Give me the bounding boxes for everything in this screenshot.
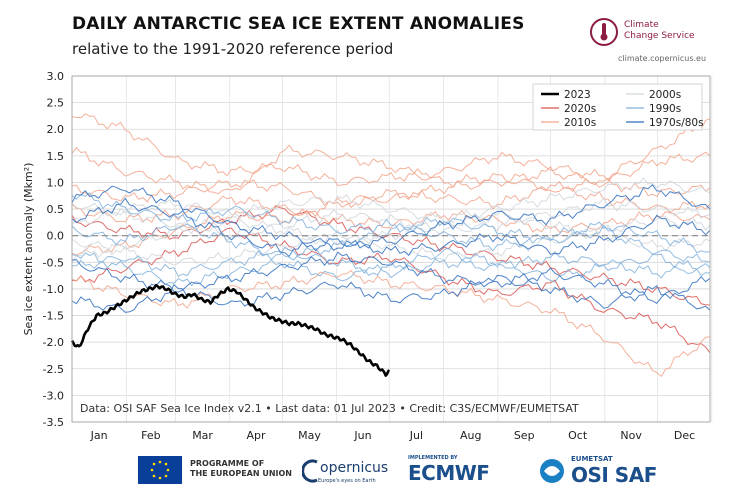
legend-label: 2020s — [564, 103, 596, 115]
x-tick-label: Feb — [141, 429, 160, 442]
legend-label: 2010s — [564, 117, 596, 129]
chart-title: DAILY ANTARCTIC SEA ICE EXTENT ANOMALIES — [72, 14, 525, 34]
osi-saf-logo: OSI SAF — [571, 463, 657, 487]
brand-name-line2: Change Service — [624, 31, 695, 41]
copernicus-name: opernicus — [320, 460, 389, 476]
series-line-1970s-80s — [71, 197, 711, 258]
decade-series-layer — [71, 113, 711, 378]
osi-saf-swirl-icon — [540, 459, 564, 483]
y-tick-label: 3.0 — [47, 70, 65, 83]
series-line-1970s-80s — [71, 274, 711, 313]
y-tick-label: -3.0 — [43, 389, 64, 402]
series-line-2000s — [71, 177, 711, 226]
y-tick-label: -1.0 — [43, 283, 64, 296]
brand-name-line1: Climate — [624, 20, 659, 30]
ecmwf-logo: ECMWF — [408, 461, 490, 485]
x-tick-label: Mar — [192, 429, 213, 442]
x-tick-label: Dec — [674, 429, 695, 442]
series-line-1990s — [71, 216, 711, 263]
series-line-2010s — [71, 269, 711, 378]
x-tick-label: Oct — [568, 429, 588, 442]
y-tick-label: 2.0 — [47, 123, 65, 136]
eu-line2: THE EUROPEAN UNION — [190, 469, 292, 478]
series-line-2000s — [71, 216, 711, 266]
eu-flag-icon — [138, 456, 182, 484]
series-line-2010s — [71, 165, 711, 209]
legend-box — [532, 83, 703, 131]
eu-line1: PROGRAMME OF — [190, 459, 265, 468]
brand-url: climate.copernicus.eu — [618, 54, 707, 63]
series-line-2010s — [71, 195, 711, 234]
y-tick-label: 1.0 — [47, 176, 65, 189]
footer-logos: PROGRAMME OF THE EUROPEAN UNION opernicu… — [0, 448, 732, 502]
copernicus-tagline: Europe's eyes on Earth — [318, 478, 376, 484]
eumetsat-label: EUMETSAT — [571, 455, 613, 463]
x-tick-label: Aug — [460, 429, 481, 442]
chart-subtitle: relative to the 1991-2020 reference peri… — [72, 40, 394, 58]
axis-layer: 3.0 2.5 2.0 1.5 1.0 0.5 0.0 -0.5 -1.0 -1.5 -2.0 -2.… — [43, 70, 711, 442]
y-tick-label: -2.5 — [43, 363, 64, 376]
x-tick-label: Sep — [514, 429, 535, 442]
y-tick-label: -3.5 — [43, 416, 64, 429]
y-tick-label: 0.0 — [47, 230, 65, 243]
data-credit-annotation: Data: OSI SAF Sea Ice Index v2.1 • Last … — [80, 402, 579, 415]
legend-label: 1970s/80s — [649, 117, 704, 129]
series-line-2023 — [70, 283, 391, 377]
x-tick-label: May — [298, 429, 321, 442]
copernicus-logo: opernicus Europe's eyes on Earth — [302, 454, 388, 490]
y-tick-label: 0.5 — [47, 203, 65, 216]
series-line-1970s-80s — [71, 251, 711, 304]
chart-legend: 2023 2000s 2020s 1990s 2010s 1970s/80s — [532, 83, 704, 131]
legend-label: 2000s — [649, 89, 681, 101]
y-tick-label: -2.0 — [43, 336, 64, 349]
x-tick-label: Apr — [247, 429, 267, 442]
series-line-2010s — [71, 113, 711, 187]
series-line-2000s — [71, 209, 711, 263]
x-tick-label: Nov — [620, 429, 642, 442]
x-tick-label: Jun — [353, 429, 371, 442]
y-tick-label: -0.5 — [43, 256, 64, 269]
x-tick-label: Jan — [90, 429, 108, 442]
copernicus-c-icon — [302, 459, 318, 483]
legend-label: 1990s — [649, 103, 681, 115]
y-tick-label: 1.5 — [47, 150, 65, 163]
climate-change-service-logo[interactable]: Climate Change Service climate.copernicu… — [588, 14, 728, 68]
anomaly-line-chart: 3.0 2.5 2.0 1.5 1.0 0.5 0.0 -0.5 -1.0 -1.5 -2.0 -2.… — [22, 70, 713, 442]
x-tick-label: Jul — [409, 429, 423, 442]
y-tick-label: 2.5 — [47, 97, 65, 110]
series-line-2000s — [71, 197, 711, 242]
legend-label: 2023 — [564, 89, 591, 101]
series-line-2010s — [71, 144, 711, 195]
series-line-1970s-80s — [71, 184, 711, 251]
series-line-1990s — [71, 191, 711, 254]
thermometer-cloud-icon — [590, 18, 618, 46]
y-tick-label: -1.5 — [43, 310, 64, 323]
y-axis-label: Sea ice extent anomaly (Mkm²) — [22, 163, 35, 336]
ecmwf-implemented-by: IMPLEMENTED BY — [408, 455, 458, 461]
plot-frame — [71, 75, 711, 423]
series-line-1990s — [71, 247, 711, 287]
